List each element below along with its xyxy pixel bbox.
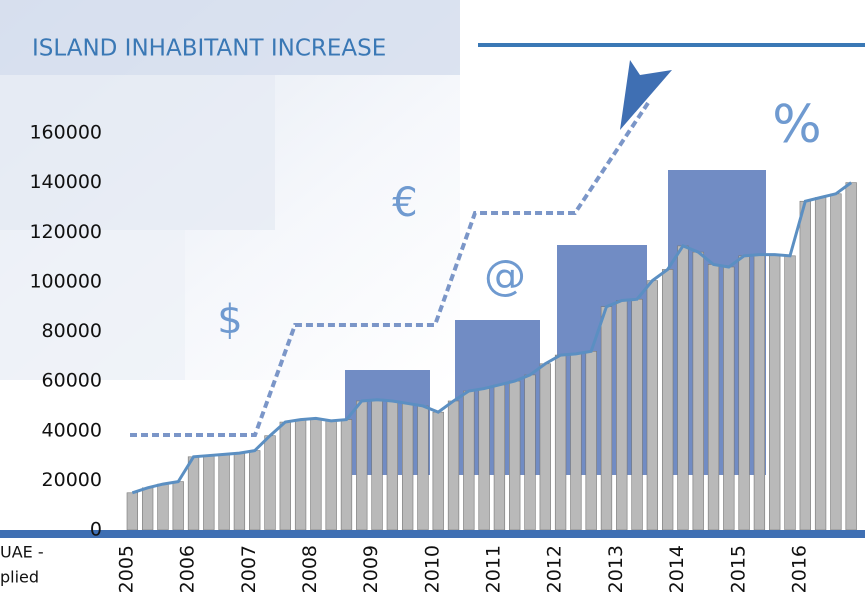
bar [509, 381, 520, 530]
backdrop [0, 230, 185, 380]
bar [693, 252, 704, 530]
y-tick-label: 160000 [29, 122, 102, 144]
bar [326, 421, 337, 530]
bar [846, 183, 857, 530]
bar [173, 482, 184, 530]
y-tick-label: 60000 [42, 370, 102, 392]
bar [188, 457, 199, 530]
bar [662, 269, 673, 530]
bar [723, 267, 734, 530]
x-tick-label: 2012 [544, 545, 566, 593]
bar [158, 484, 169, 530]
x-tick-label: 2008 [299, 545, 321, 593]
source: UAE - [0, 543, 44, 562]
bar [387, 401, 398, 530]
bar [372, 400, 383, 530]
bar [433, 412, 444, 530]
bar [708, 265, 719, 530]
annotation: € [392, 180, 417, 226]
bar [265, 436, 276, 530]
chart: ISLAND INHABITANT INCREASE $ € @ % UAE -… [0, 0, 865, 604]
bar [586, 351, 597, 530]
x-tick-label: 2013 [605, 545, 627, 593]
bar [831, 194, 842, 530]
x-tick-label: 2007 [238, 545, 260, 593]
annotation: @ [484, 251, 526, 300]
x-tick-label: 2010 [421, 545, 443, 593]
chart-title: ISLAND INHABITANT INCREASE [32, 36, 386, 62]
source: plied [0, 568, 39, 587]
bar [234, 453, 245, 530]
bar [249, 451, 260, 530]
backdrop [0, 75, 275, 230]
y-tick-label: 80000 [42, 320, 102, 342]
bar [800, 201, 811, 530]
bar [525, 375, 536, 530]
x-tick-label: 2016 [788, 545, 810, 593]
bar [601, 307, 612, 530]
bar [479, 389, 490, 530]
bar [616, 300, 627, 530]
y-tick-label: 20000 [42, 469, 102, 491]
bar [555, 355, 566, 530]
x-axis [0, 530, 865, 538]
bar [571, 354, 582, 530]
bar [540, 364, 551, 530]
bar [341, 420, 352, 530]
bar [739, 256, 750, 530]
y-tick-label: 40000 [42, 419, 102, 441]
bar [127, 493, 138, 530]
bar [815, 198, 826, 530]
bar [219, 454, 230, 530]
x-tick-label: 2006 [177, 545, 199, 593]
y-tick-label: 140000 [29, 171, 102, 193]
y-tick-label: 100000 [29, 270, 102, 292]
y-tick-label: 0 [90, 519, 102, 541]
bar [754, 255, 765, 530]
bar [632, 299, 643, 530]
bar [203, 456, 214, 530]
annotation: $ [217, 297, 242, 343]
bar [647, 281, 658, 530]
bar [356, 401, 367, 530]
x-tick-label: 2014 [666, 545, 688, 593]
bar [785, 256, 796, 530]
bar [280, 422, 291, 530]
bar [769, 255, 780, 530]
bar [678, 246, 689, 530]
bar [142, 488, 153, 530]
x-tick-label: 2009 [360, 545, 382, 593]
y-tick-label: 120000 [29, 221, 102, 243]
bar [402, 403, 413, 530]
annotation: % [772, 95, 821, 155]
bar [418, 406, 429, 530]
bar [448, 401, 459, 530]
x-tick-label: 2011 [483, 545, 505, 593]
bar [494, 385, 505, 530]
bar [311, 418, 322, 530]
x-tick-label: 2005 [116, 545, 138, 593]
x-tick-label: 2015 [727, 545, 749, 593]
bar [295, 420, 306, 530]
bar [463, 391, 474, 530]
